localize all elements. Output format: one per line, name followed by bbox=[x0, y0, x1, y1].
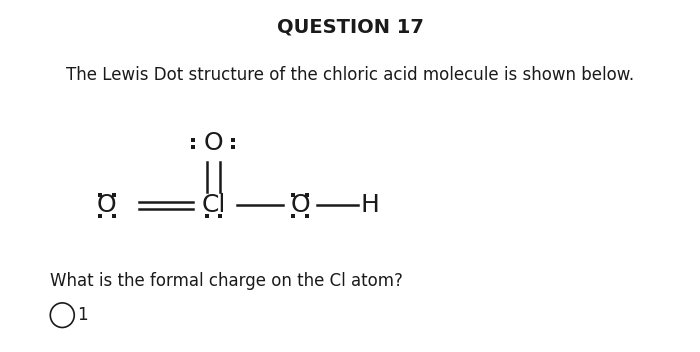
Text: O: O bbox=[97, 193, 117, 217]
Text: H: H bbox=[360, 193, 379, 217]
Text: O: O bbox=[290, 193, 310, 217]
Text: 1: 1 bbox=[77, 306, 88, 324]
Text: Cl: Cl bbox=[202, 193, 225, 217]
Text: The Lewis Dot structure of the chloric acid molecule is shown below.: The Lewis Dot structure of the chloric a… bbox=[66, 66, 634, 84]
Text: QUESTION 17: QUESTION 17 bbox=[276, 18, 424, 37]
Text: What is the formal charge on the Cl atom?: What is the formal charge on the Cl atom… bbox=[50, 272, 403, 290]
Text: O: O bbox=[204, 131, 223, 155]
